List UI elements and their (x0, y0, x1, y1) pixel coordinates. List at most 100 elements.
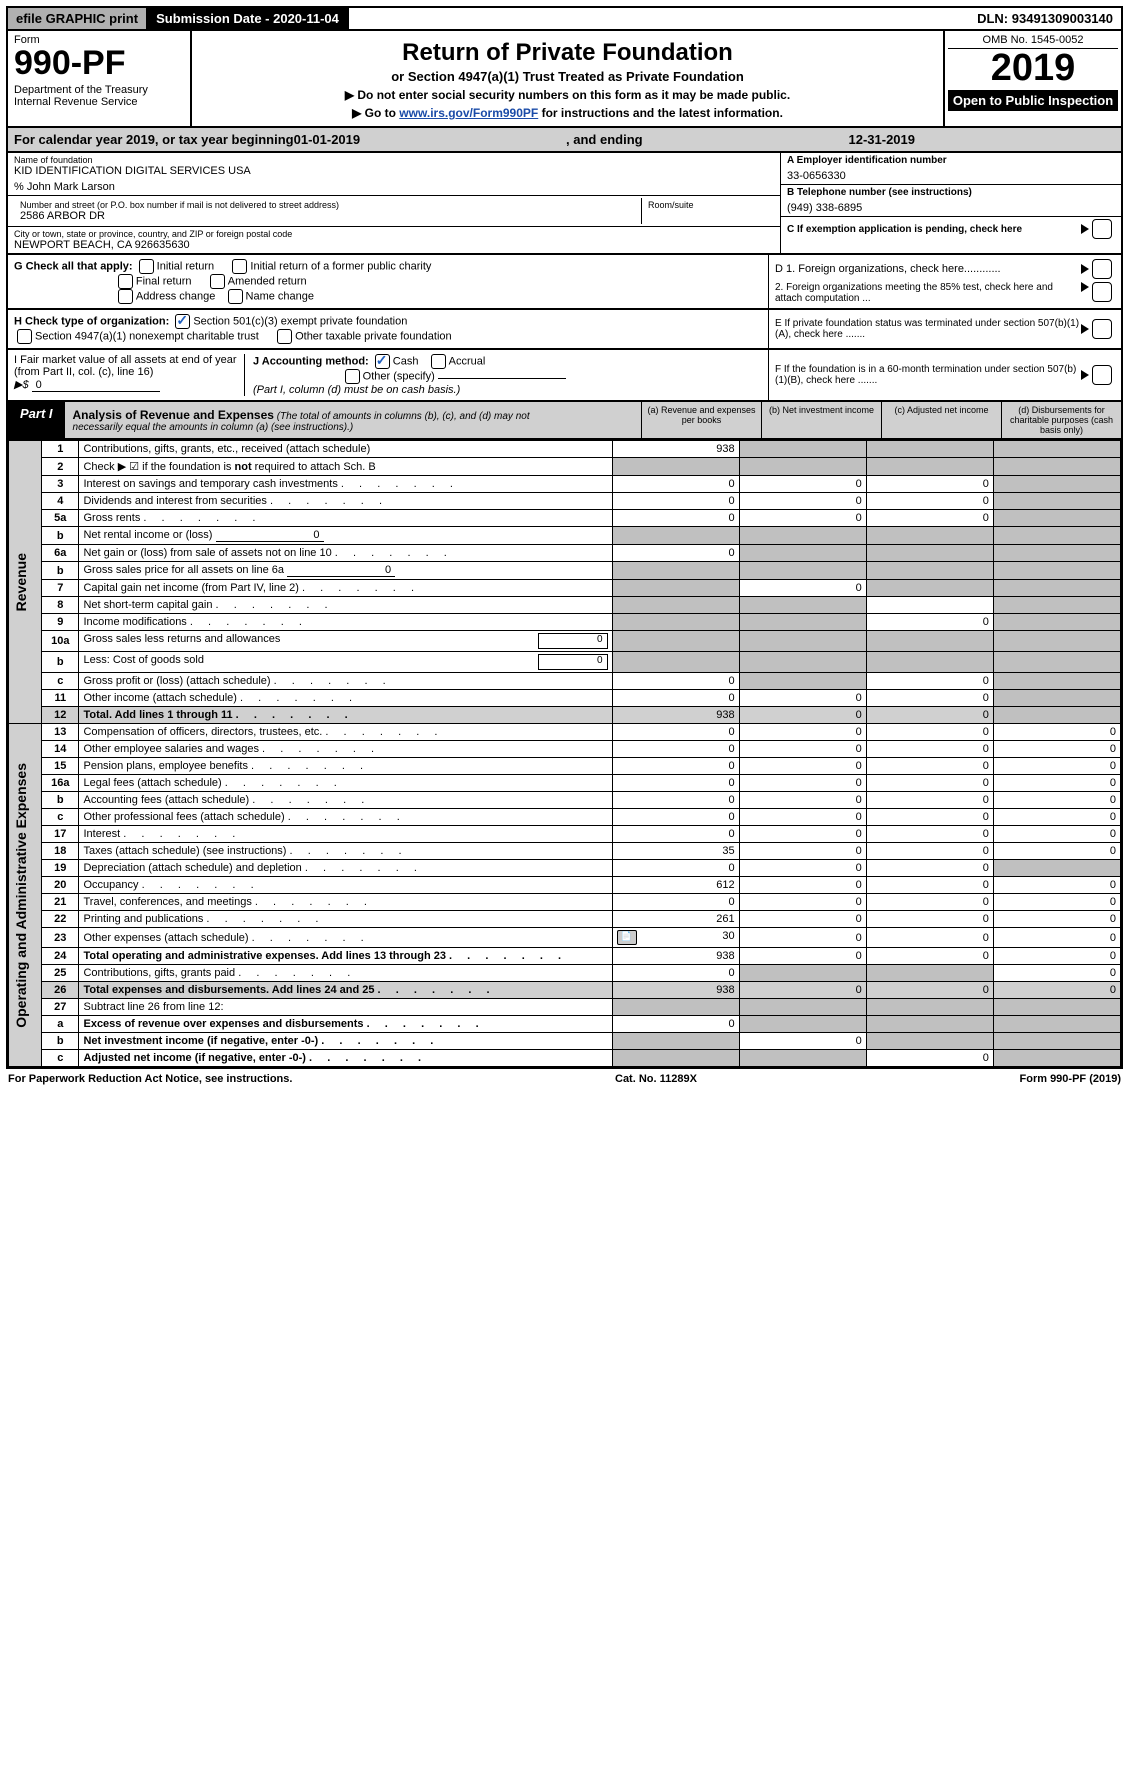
arrow-icon (1081, 324, 1089, 334)
header-note-1: ▶ Do not enter social security numbers o… (198, 88, 937, 102)
row-number: 19 (42, 860, 79, 877)
cell-b (739, 614, 866, 631)
h-other-cb[interactable] (277, 329, 292, 344)
g-opt-4: Address change (136, 290, 216, 302)
section-h-e: H Check type of organization: Section 50… (6, 310, 1123, 350)
schedule-icon[interactable]: 📄 (617, 930, 637, 945)
cell-d: 0 (993, 948, 1120, 965)
j-cash-cb[interactable] (375, 354, 390, 369)
cell-b (739, 527, 866, 545)
j-accrual-cb[interactable] (431, 354, 446, 369)
c-cell: C If exemption application is pending, c… (781, 217, 1121, 241)
info-grid: Name of foundation KID IDENTIFICATION DI… (6, 153, 1123, 255)
row-desc: Interest on savings and temporary cash i… (79, 476, 612, 493)
cell-c: 0 (866, 758, 993, 775)
calyear-mid: , and ending (360, 132, 848, 147)
cell-a (612, 597, 739, 614)
cell-c: 0 (866, 707, 993, 724)
j-other-cb[interactable] (345, 369, 360, 384)
cell-a: 0 (612, 724, 739, 741)
cell-c (866, 1033, 993, 1050)
cell-d: 0 (993, 843, 1120, 860)
cell-b: 0 (739, 758, 866, 775)
g-final-cb[interactable] (118, 274, 133, 289)
cell-d: 0 (993, 982, 1120, 999)
c-checkbox[interactable] (1092, 219, 1112, 239)
cell-b: 0 (739, 928, 866, 948)
cell-c (866, 999, 993, 1016)
row-desc: Net short-term capital gain . . . . . . … (79, 597, 612, 614)
cell-d (993, 1050, 1120, 1067)
d1-label: D 1. Foreign organizations, check here..… (775, 263, 1081, 275)
row-desc: Total operating and administrative expen… (79, 948, 612, 965)
cell-d (993, 562, 1120, 580)
d2-checkbox[interactable] (1092, 282, 1112, 302)
row-number: 2 (42, 458, 79, 476)
row-number: b (42, 652, 79, 673)
section-i: I Fair market value of all assets at end… (14, 354, 244, 396)
g-opt-1: Initial return of a former public charit… (250, 260, 431, 272)
part1-table: Revenue1Contributions, gifts, grants, et… (6, 440, 1123, 1069)
section-g-d: G Check all that apply: Initial return I… (6, 255, 1123, 310)
j-other-input[interactable] (438, 378, 566, 379)
row-number: 15 (42, 758, 79, 775)
efile-print-button[interactable]: efile GRAPHIC print (8, 8, 148, 29)
ein-label: A Employer identification number (787, 155, 1115, 166)
row-desc: Travel, conferences, and meetings . . . … (79, 894, 612, 911)
cell-c (866, 652, 993, 673)
cell-d (993, 580, 1120, 597)
cell-c: 0 (866, 894, 993, 911)
note2-post: for instructions and the latest informat… (538, 106, 783, 120)
revenue-side-label: Revenue (9, 441, 42, 724)
g-initial-former-cb[interactable] (232, 259, 247, 274)
cell-b: 0 (739, 911, 866, 928)
row-desc: Occupancy . . . . . . . (79, 877, 612, 894)
cell-a (612, 631, 739, 652)
j-note: (Part I, column (d) must be on cash basi… (253, 384, 460, 396)
row-number: 5a (42, 510, 79, 527)
row-desc: Legal fees (attach schedule) . . . . . .… (79, 775, 612, 792)
row-desc: Adjusted net income (if negative, enter … (79, 1050, 612, 1067)
row-number: 25 (42, 965, 79, 982)
row-desc: Total expenses and disbursements. Add li… (79, 982, 612, 999)
cell-a (612, 999, 739, 1016)
cell-c: 0 (866, 948, 993, 965)
form990pf-link[interactable]: www.irs.gov/Form990PF (399, 106, 538, 120)
section-f: F If the foundation is in a 60-month ter… (768, 350, 1121, 400)
g-initial-return-cb[interactable] (139, 259, 154, 274)
g-addr-change-cb[interactable] (118, 289, 133, 304)
h-4947-cb[interactable] (17, 329, 32, 344)
cell-c (866, 597, 993, 614)
g-name-change-cb[interactable] (228, 289, 243, 304)
cell-c: 0 (866, 826, 993, 843)
cell-d: 0 (993, 877, 1120, 894)
cell-b (739, 652, 866, 673)
e-checkbox[interactable] (1092, 319, 1112, 339)
h-501c3-cb[interactable] (175, 314, 190, 329)
cell-a (612, 1033, 739, 1050)
f-checkbox[interactable] (1092, 365, 1112, 385)
cell-d: 0 (993, 758, 1120, 775)
cell-b: 0 (739, 724, 866, 741)
row-desc: Accounting fees (attach schedule) . . . … (79, 792, 612, 809)
row-desc: Other employee salaries and wages . . . … (79, 741, 612, 758)
cell-a: 0 (612, 809, 739, 826)
cell-b (739, 631, 866, 652)
section-ij: I Fair market value of all assets at end… (8, 350, 768, 400)
row-number: 21 (42, 894, 79, 911)
cell-b (739, 562, 866, 580)
h-opt-0: Section 501(c)(3) exempt private foundat… (193, 315, 407, 327)
cell-d (993, 690, 1120, 707)
cell-a: 0 (612, 965, 739, 982)
address-row: Number and street (or P.O. box number if… (8, 196, 780, 227)
cell-a (612, 614, 739, 631)
row-number: 20 (42, 877, 79, 894)
d1-checkbox[interactable] (1092, 259, 1112, 279)
g-amended-cb[interactable] (210, 274, 225, 289)
g-opt-0: Initial return (157, 260, 214, 272)
cell-a: 0 (612, 476, 739, 493)
part1-desc: Analysis of Revenue and Expenses (The to… (65, 402, 641, 438)
row-number: 13 (42, 724, 79, 741)
row-number: c (42, 809, 79, 826)
cell-c (866, 965, 993, 982)
